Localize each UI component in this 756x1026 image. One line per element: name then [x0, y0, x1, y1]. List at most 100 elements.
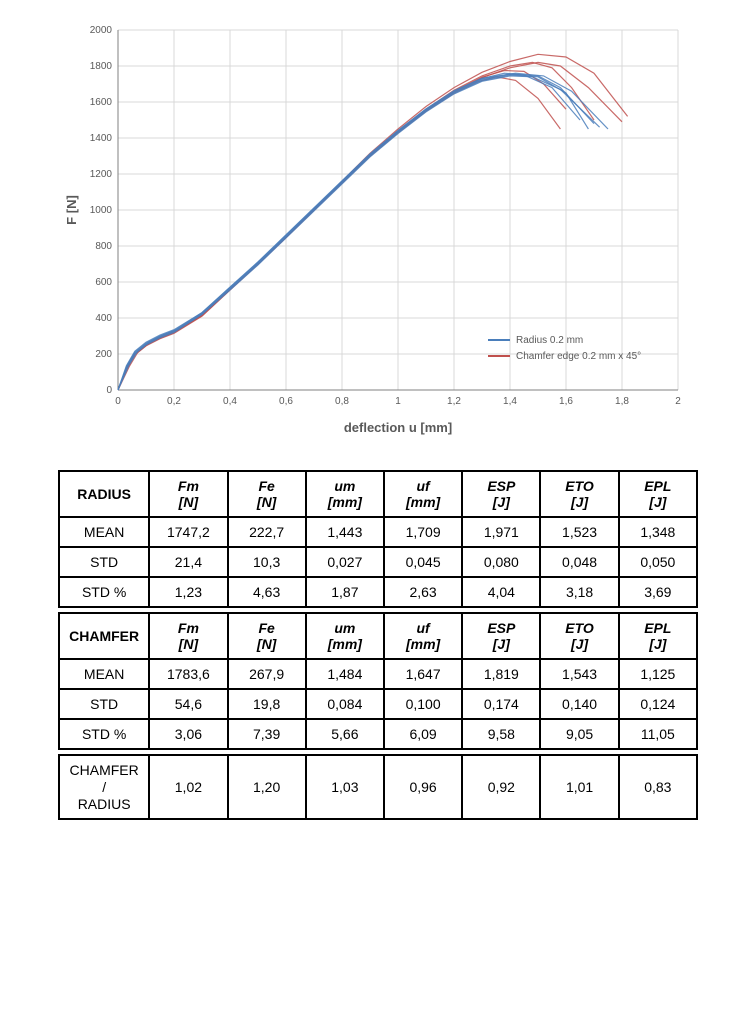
column-header: EPL[J] — [619, 613, 697, 659]
table-cell: 1,443 — [306, 517, 384, 547]
column-header: ESP[J] — [462, 471, 540, 517]
column-header: ETO[J] — [540, 471, 618, 517]
svg-text:400: 400 — [95, 313, 112, 324]
table-cell: 0,050 — [619, 547, 697, 577]
row-label: MEAN — [59, 659, 149, 689]
column-header: Fe[N] — [228, 471, 306, 517]
svg-text:0: 0 — [115, 396, 121, 407]
svg-text:1: 1 — [395, 396, 401, 407]
table-cell: 9,58 — [462, 719, 540, 749]
svg-text:200: 200 — [95, 349, 112, 360]
column-header: uf[mm] — [384, 471, 462, 517]
svg-text:0,4: 0,4 — [223, 396, 237, 407]
table-cell: 4,04 — [462, 577, 540, 607]
table-cell: 0,084 — [306, 689, 384, 719]
table-cell: 1,543 — [540, 659, 618, 689]
column-header: Fe[N] — [228, 613, 306, 659]
column-header: ESP[J] — [462, 613, 540, 659]
svg-text:2000: 2000 — [90, 25, 113, 36]
table-cell: 21,4 — [149, 547, 227, 577]
column-header: EPL[J] — [619, 471, 697, 517]
column-header: Fm[N] — [149, 471, 227, 517]
svg-text:0: 0 — [106, 385, 112, 396]
table-cell: 0,92 — [462, 755, 540, 819]
table-cell: 1,23 — [149, 577, 227, 607]
row-label: STD % — [59, 719, 149, 749]
table-cell: 0,048 — [540, 547, 618, 577]
column-header: uf[mm] — [384, 613, 462, 659]
ratio-table: CHAMFER/RADIUS1,021,201,030,960,921,010,… — [58, 754, 698, 820]
radius-table: RADIUSFm[N]Fe[N]um[mm]uf[mm]ESP[J]ETO[J]… — [58, 470, 698, 608]
svg-text:1,6: 1,6 — [559, 396, 573, 407]
table-cell: 3,06 — [149, 719, 227, 749]
table-cell: 9,05 — [540, 719, 618, 749]
table-cell: 1,819 — [462, 659, 540, 689]
svg-text:1400: 1400 — [90, 133, 113, 144]
table-cell: 1,03 — [306, 755, 384, 819]
row-label: MEAN — [59, 517, 149, 547]
table-cell: 222,7 — [228, 517, 306, 547]
table-cell: 1,523 — [540, 517, 618, 547]
ratio-header: CHAMFER/RADIUS — [59, 755, 149, 819]
svg-text:0,6: 0,6 — [279, 396, 293, 407]
table-cell: 6,09 — [384, 719, 462, 749]
table-cell: 1783,6 — [149, 659, 227, 689]
table-cell: 1,348 — [619, 517, 697, 547]
table-cell: 3,69 — [619, 577, 697, 607]
table-cell: 19,8 — [228, 689, 306, 719]
table-cell: 0,100 — [384, 689, 462, 719]
table-cell: 0,83 — [619, 755, 697, 819]
table-cell: 1,87 — [306, 577, 384, 607]
svg-text:F [N]: F [N] — [64, 195, 79, 225]
row-label: STD — [59, 689, 149, 719]
row-label: STD — [59, 547, 149, 577]
table-cell: 2,63 — [384, 577, 462, 607]
svg-text:2: 2 — [675, 396, 681, 407]
section-header: RADIUS — [59, 471, 149, 517]
column-header: um[mm] — [306, 613, 384, 659]
table-cell: 0,124 — [619, 689, 697, 719]
svg-text:0,8: 0,8 — [335, 396, 349, 407]
column-header: um[mm] — [306, 471, 384, 517]
table-cell: 1,647 — [384, 659, 462, 689]
table-cell: 11,05 — [619, 719, 697, 749]
table-cell: 0,027 — [306, 547, 384, 577]
column-header: ETO[J] — [540, 613, 618, 659]
table-cell: 54,6 — [149, 689, 227, 719]
svg-text:1,4: 1,4 — [503, 396, 517, 407]
table-cell: 1,20 — [228, 755, 306, 819]
table-cell: 0,045 — [384, 547, 462, 577]
table-cell: 5,66 — [306, 719, 384, 749]
force-deflection-chart: 00,20,40,60,811,21,41,61,820200400600800… — [58, 20, 698, 440]
svg-text:1800: 1800 — [90, 61, 113, 72]
svg-text:1000: 1000 — [90, 205, 113, 216]
table-cell: 0,140 — [540, 689, 618, 719]
table-cell: 7,39 — [228, 719, 306, 749]
table-cell: 1,709 — [384, 517, 462, 547]
table-cell: 1,01 — [540, 755, 618, 819]
table-cell: 1,484 — [306, 659, 384, 689]
table-cell: 1,971 — [462, 517, 540, 547]
table-cell: 1,02 — [149, 755, 227, 819]
table-cell: 3,18 — [540, 577, 618, 607]
svg-text:1,8: 1,8 — [615, 396, 629, 407]
svg-text:1,2: 1,2 — [447, 396, 461, 407]
table-cell: 10,3 — [228, 547, 306, 577]
table-cell: 1,125 — [619, 659, 697, 689]
table-cell: 4,63 — [228, 577, 306, 607]
table-cell: 0,174 — [462, 689, 540, 719]
svg-text:Radius 0.2 mm: Radius 0.2 mm — [516, 335, 583, 346]
svg-text:deflection u [mm]: deflection u [mm] — [344, 420, 452, 435]
section-header: CHAMFER — [59, 613, 149, 659]
table-cell: 0,080 — [462, 547, 540, 577]
svg-text:1600: 1600 — [90, 97, 113, 108]
chamfer-table: CHAMFERFm[N]Fe[N]um[mm]uf[mm]ESP[J]ETO[J… — [58, 612, 698, 750]
svg-text:600: 600 — [95, 277, 112, 288]
svg-text:Chamfer edge 0.2 mm x 45°: Chamfer edge 0.2 mm x 45° — [516, 351, 641, 362]
column-header: Fm[N] — [149, 613, 227, 659]
svg-text:1200: 1200 — [90, 169, 113, 180]
chart-svg: 00,20,40,60,811,21,41,61,820200400600800… — [58, 20, 698, 440]
table-cell: 1747,2 — [149, 517, 227, 547]
table-cell: 0,96 — [384, 755, 462, 819]
table-cell: 267,9 — [228, 659, 306, 689]
